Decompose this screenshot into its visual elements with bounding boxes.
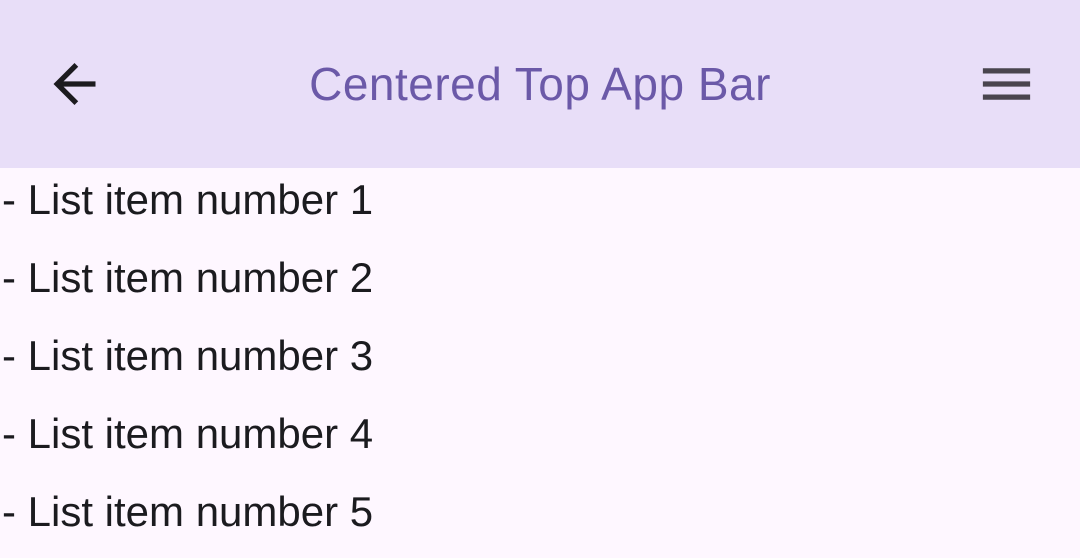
top-app-bar: Centered Top App Bar xyxy=(0,0,1080,168)
page-title: Centered Top App Bar xyxy=(309,58,771,110)
list-item: - List item number 3 xyxy=(2,332,374,379)
list-item: - List item number 5 xyxy=(2,488,374,535)
hamburger-menu-icon xyxy=(975,53,1038,116)
content-area: - List item number 1 - List item number … xyxy=(0,161,1080,551)
list-item: - List item number 1 xyxy=(2,176,374,223)
back-button[interactable] xyxy=(43,53,106,116)
item-list: - List item number 1 - List item number … xyxy=(0,161,1080,551)
menu-button[interactable] xyxy=(975,53,1038,116)
arrow-back-icon xyxy=(43,53,106,116)
list-item: - List item number 4 xyxy=(2,410,374,457)
list-item: - List item number 2 xyxy=(2,254,374,301)
